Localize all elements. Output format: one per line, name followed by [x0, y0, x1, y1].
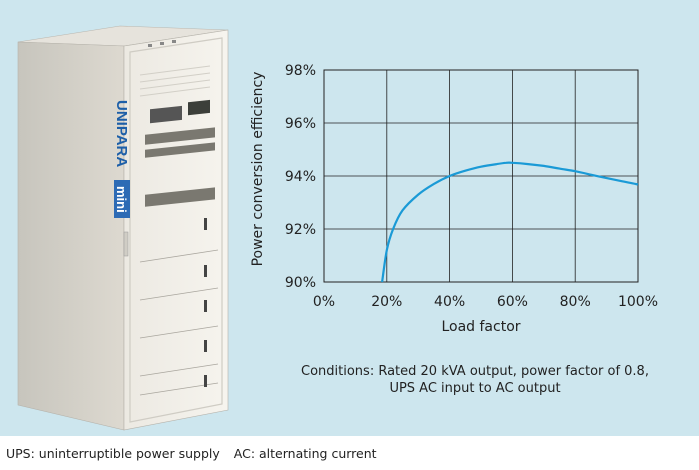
- conditions-line-1: Conditions: Rated 20 kVA output, power f…: [301, 364, 649, 379]
- grid-lines: [323, 69, 639, 283]
- model-label: mini: [114, 186, 129, 213]
- conditions-line-2: UPS AC input to AC output: [389, 381, 561, 396]
- y-tick-label: 96%: [285, 116, 316, 132]
- x-axis-label: Load factor: [441, 319, 520, 335]
- footnote-ups: UPS: uninterruptible power supply: [6, 446, 220, 461]
- y-tick-labels: 90% 92% 94% 96% 98%: [285, 63, 316, 291]
- y-tick-label: 98%: [285, 63, 316, 79]
- plot-frame: [323, 69, 639, 283]
- x-tick-label: 0%: [313, 294, 335, 310]
- footnote: UPS: uninterruptible power supply AC: al…: [6, 446, 387, 461]
- x-tick-label: 60%: [497, 294, 528, 310]
- y-tick-label: 94%: [285, 169, 316, 185]
- x-tick-label: 40%: [434, 294, 465, 310]
- x-tick-labels: 0% 20% 40% 60% 80% 100%: [313, 294, 658, 310]
- conditions-note: Conditions: Rated 20 kVA output, power f…: [270, 363, 680, 397]
- x-tick-label: 80%: [560, 294, 591, 310]
- brand-label: UNIPARA: [113, 100, 130, 167]
- efficiency-chart: 90% 92% 94% 96% 98% 0% 20% 40% 60% 80% 100% Power…: [250, 63, 658, 335]
- footnote-ac: AC: alternating current: [233, 446, 377, 461]
- x-tick-label: 100%: [618, 294, 658, 310]
- y-tick-label: 92%: [285, 222, 316, 238]
- efficiency-series-line: [381, 161, 639, 283]
- x-tick-label: 20%: [371, 294, 402, 310]
- ups-cabinet-image: UNIPARA mini: [17, 25, 229, 431]
- series-layer: [381, 161, 639, 283]
- y-axis-label: Power conversion efficiency: [250, 72, 266, 267]
- y-tick-label: 90%: [285, 275, 316, 291]
